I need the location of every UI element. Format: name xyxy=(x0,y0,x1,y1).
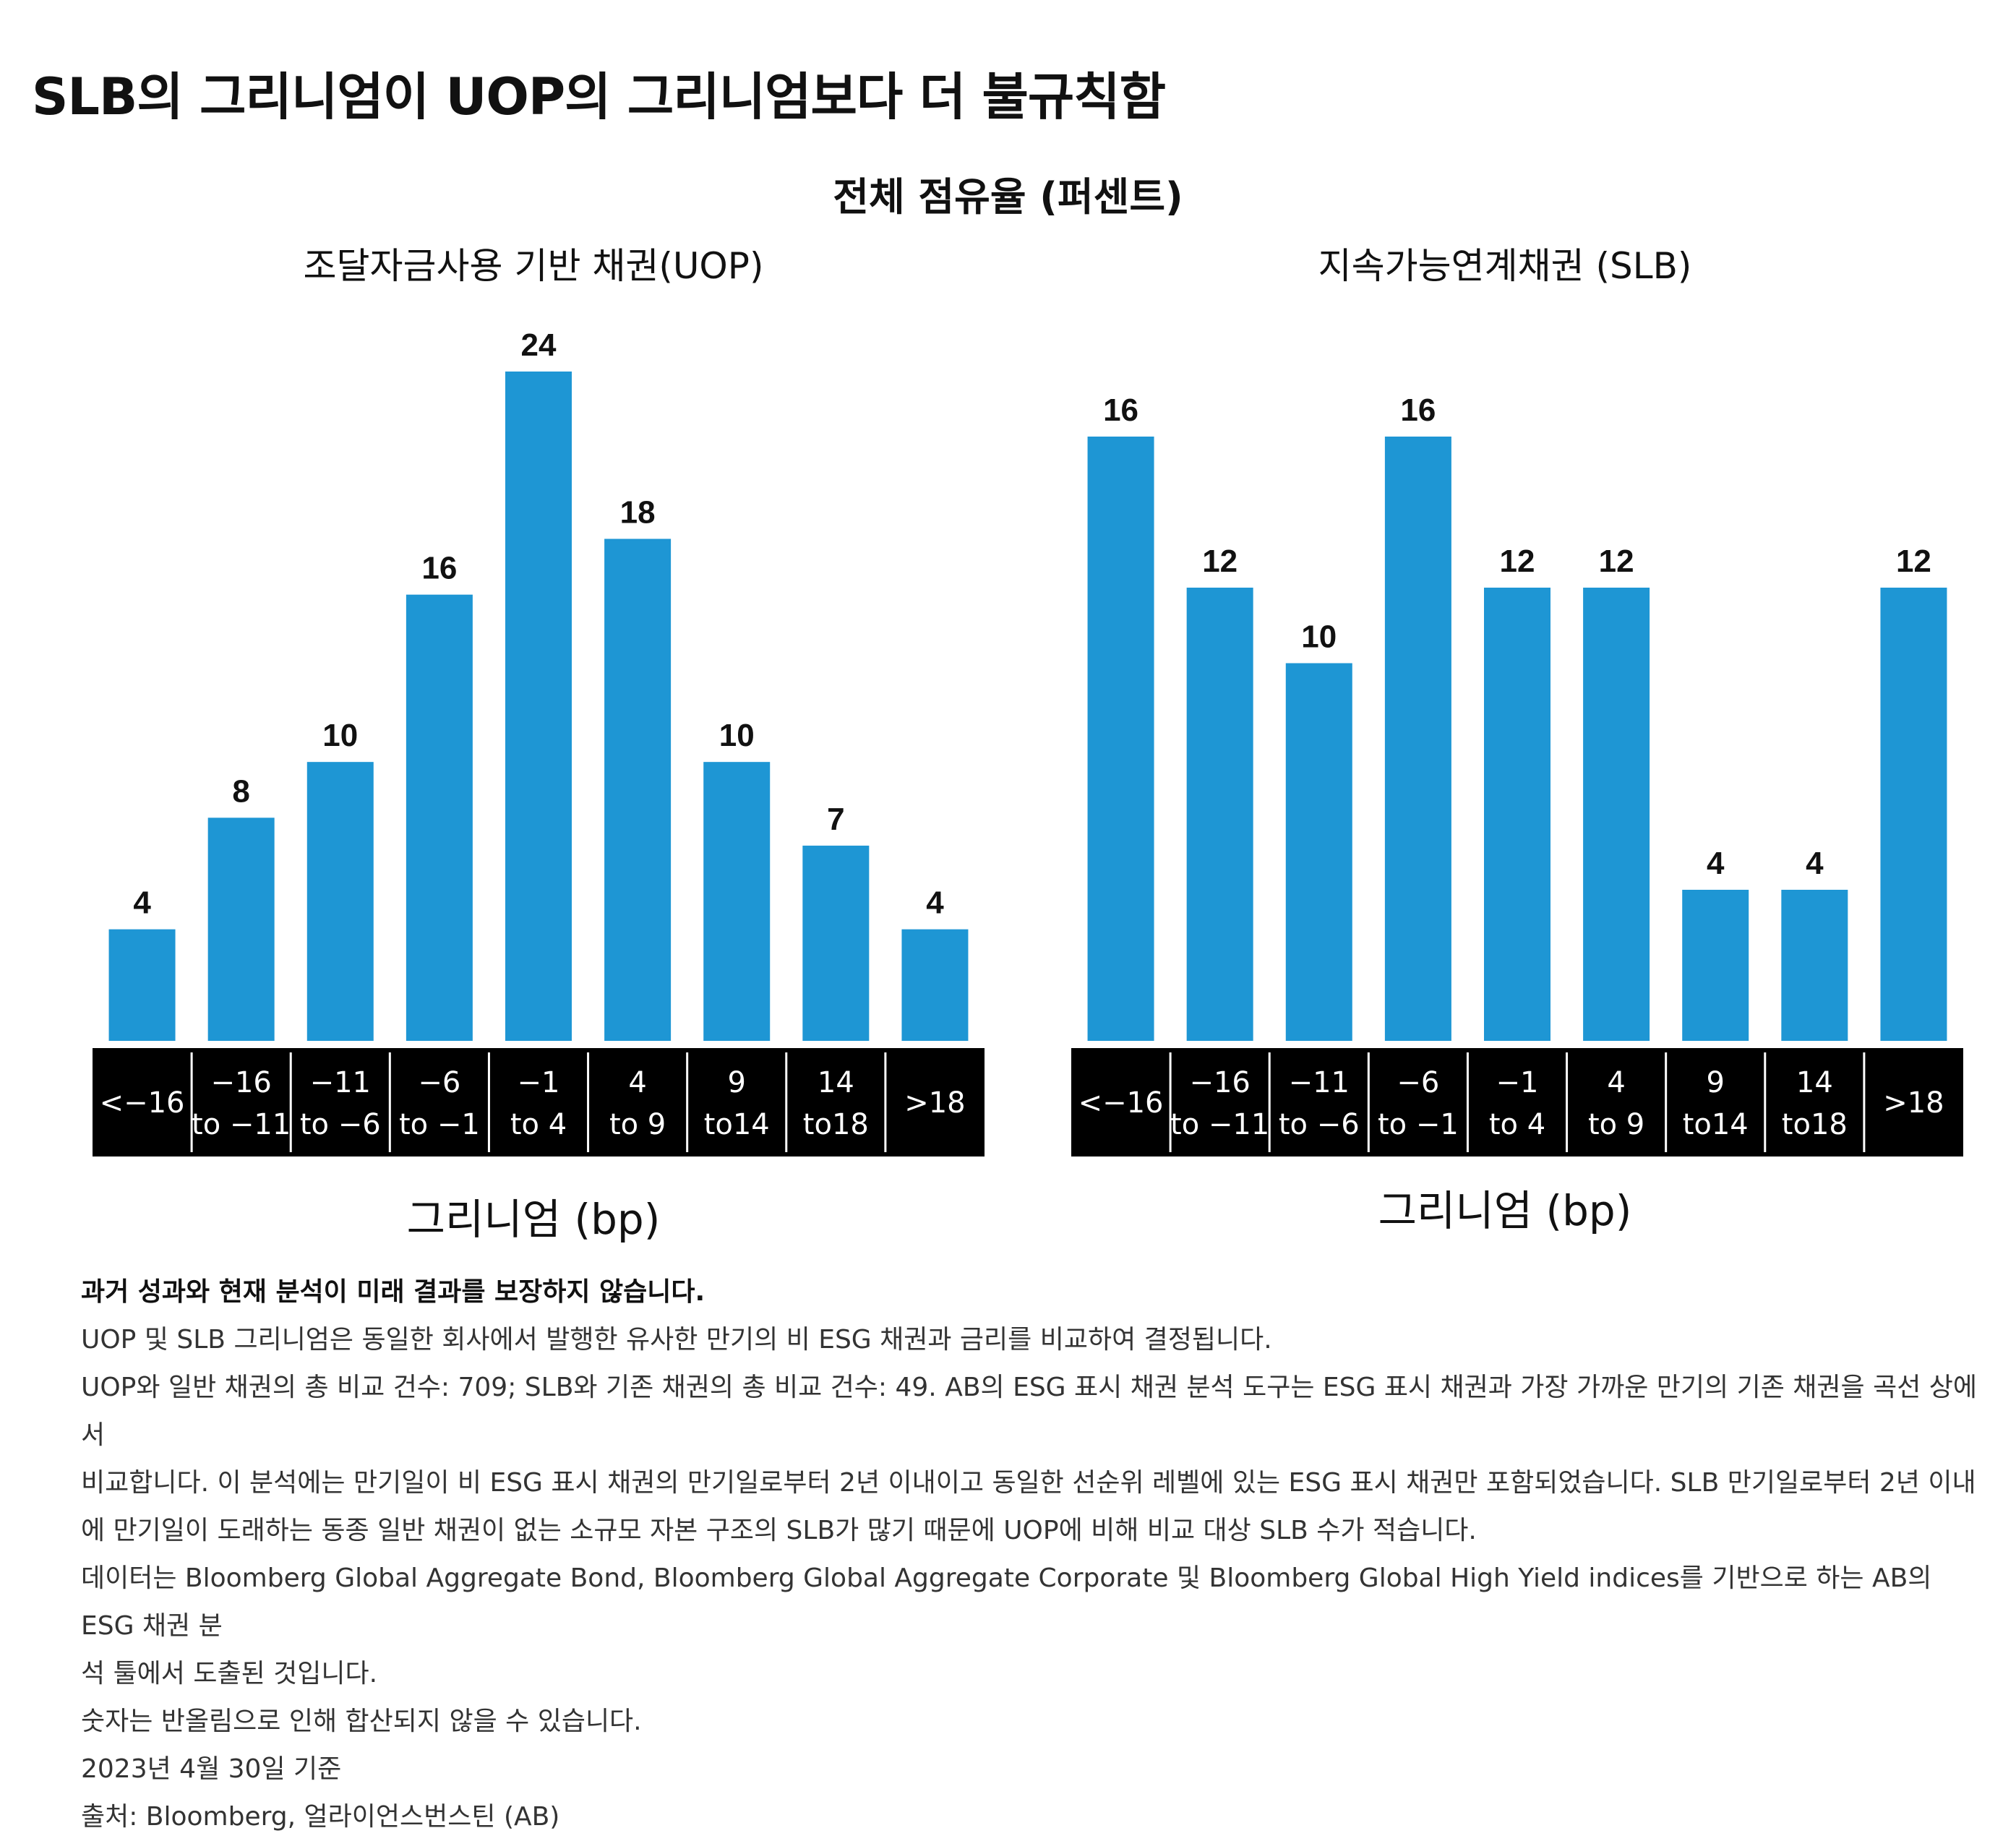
x-axis-band xyxy=(93,1048,985,1156)
data-label: 8 xyxy=(232,773,249,809)
data-label: 24 xyxy=(521,327,557,363)
data-label: 4 xyxy=(1707,846,1725,881)
x-tick-label: to14 xyxy=(704,1108,770,1141)
bar xyxy=(1583,588,1650,1041)
disclaimer: 과거 성과와 현재 분석이 미래 결과를 보장하지 않습니다. xyxy=(81,1277,705,1307)
x-tick-label: <−16 xyxy=(1078,1086,1164,1120)
data-label: 16 xyxy=(421,551,457,586)
footnote-line: 2023년 4월 30일 기준 xyxy=(81,1754,342,1784)
x-tick-label: <−16 xyxy=(100,1086,185,1120)
data-label: 10 xyxy=(1301,619,1337,655)
bar xyxy=(1484,588,1550,1041)
bar xyxy=(306,762,374,1041)
x-tick-label: −16 xyxy=(1189,1066,1250,1099)
data-label: 12 xyxy=(1202,544,1238,579)
footnote-line: 숫자는 반올림으로 인해 합산되지 않을 수 있습니다. xyxy=(81,1707,642,1736)
footnote-line: 데이터는 Bloomberg Global Aggregate Bond, Bl… xyxy=(81,1563,1932,1641)
bar xyxy=(1384,437,1451,1041)
bar xyxy=(604,538,672,1041)
data-label: 10 xyxy=(322,718,358,753)
data-label: 10 xyxy=(719,718,755,753)
x-tick-label: 14 xyxy=(1796,1066,1833,1099)
bar xyxy=(802,845,870,1041)
data-label: 4 xyxy=(1806,846,1824,881)
bar xyxy=(901,929,969,1041)
x-tick-label: −11 xyxy=(310,1066,371,1099)
data-label: 4 xyxy=(926,885,944,921)
data-label: 18 xyxy=(620,495,656,531)
x-tick-label: 9 xyxy=(1706,1066,1724,1099)
data-label: 12 xyxy=(1599,544,1634,579)
bar xyxy=(1087,437,1154,1041)
slb-chart-title: 지속가능연계채권 (SLB) xyxy=(1318,245,1692,287)
bar xyxy=(1880,588,1947,1041)
data-label: 12 xyxy=(1500,544,1535,579)
chart-subtitle: 전체 점유율 (퍼센트) xyxy=(833,174,1183,220)
x-tick-label: to18 xyxy=(1782,1108,1848,1141)
data-label: 16 xyxy=(1103,392,1138,428)
slb-x-axis-label: 그리니엄 (bp) xyxy=(1378,1186,1632,1235)
bar xyxy=(703,762,771,1041)
bar xyxy=(108,929,176,1041)
data-label: 16 xyxy=(1400,392,1436,428)
x-tick-label: −1 xyxy=(1496,1066,1539,1099)
footnote-line: 출처: Bloomberg, 얼라이언스번스틴 (AB) xyxy=(81,1802,560,1832)
bar xyxy=(505,372,572,1041)
footnotes: 과거 성과와 현재 분석이 미래 결과를 보장하지 않습니다. UOP 및 SL… xyxy=(81,1269,1989,1841)
bar xyxy=(207,817,275,1041)
x-tick-label: to18 xyxy=(803,1108,869,1141)
data-label: 7 xyxy=(827,802,844,837)
x-tick-label: >18 xyxy=(904,1086,965,1120)
x-tick-label: −6 xyxy=(418,1066,460,1099)
bar xyxy=(1285,663,1352,1041)
data-label: 4 xyxy=(133,885,151,921)
uop-chart-title: 조달자금사용 기반 채권(UOP) xyxy=(303,245,764,287)
x-tick-label: to 4 xyxy=(1489,1108,1545,1141)
x-tick-label: −11 xyxy=(1289,1066,1350,1099)
x-tick-label: to 4 xyxy=(510,1108,567,1141)
x-tick-label: 4 xyxy=(1607,1066,1625,1099)
x-tick-label: to −11 xyxy=(192,1108,291,1141)
x-tick-label: >18 xyxy=(1883,1086,1944,1120)
x-tick-label: to −1 xyxy=(399,1108,480,1141)
x-tick-label: to −6 xyxy=(300,1108,381,1141)
x-axis-band xyxy=(1071,1048,1963,1156)
footnote-line: UOP 및 SLB 그리니엄은 동일한 회사에서 발행한 유사한 만기의 비 E… xyxy=(81,1325,1272,1355)
bar xyxy=(406,594,473,1041)
footnote-line: 석 툴에서 도출된 것입니다. xyxy=(81,1659,378,1688)
uop-bar-chart: 4 <−16 8 −16 to −11 10 −11 to −6 16 −6 to −1 24 −1 to… xyxy=(93,327,985,1156)
page-title: SLB의 그리니엄이 UOP의 그리니엄보다 더 불규칙함 xyxy=(32,67,1166,126)
x-tick-label: to 9 xyxy=(609,1108,666,1141)
bar xyxy=(1186,588,1253,1041)
data-label: 12 xyxy=(1896,544,1931,579)
bar xyxy=(1781,890,1848,1041)
bar xyxy=(1682,890,1749,1041)
footnote-line: UOP와 일반 채권의 총 비교 건수: 709; SLB와 기존 채권의 총 … xyxy=(81,1373,1978,1450)
footnote-line: 비교합니다. 이 분석에는 만기일이 비 ESG 표시 채권의 만기일로부터 2… xyxy=(81,1468,1976,1498)
x-tick-label: −16 xyxy=(210,1066,271,1099)
x-tick-label: −6 xyxy=(1397,1066,1439,1099)
x-tick-label: to −1 xyxy=(1378,1108,1459,1141)
x-tick-label: 14 xyxy=(818,1066,854,1099)
uop-x-axis-label: 그리니엄 (bp) xyxy=(406,1195,661,1244)
footnote-line: 에 만기일이 도래하는 동종 일반 채권이 없는 소규모 자본 구조의 SLB가… xyxy=(81,1516,1477,1545)
x-tick-label: to −11 xyxy=(1170,1108,1269,1141)
x-tick-label: −1 xyxy=(518,1066,560,1099)
x-tick-label: to −6 xyxy=(1279,1108,1360,1141)
x-tick-label: 4 xyxy=(628,1066,646,1099)
x-tick-label: to 9 xyxy=(1588,1108,1644,1141)
slb-bar-chart: 16 <−16 12 −16 to −11 10 −11 to −6 16 −6 to −1 12 −1… xyxy=(1071,392,1963,1156)
x-tick-label: to14 xyxy=(1683,1108,1749,1141)
x-tick-label: 9 xyxy=(727,1066,745,1099)
